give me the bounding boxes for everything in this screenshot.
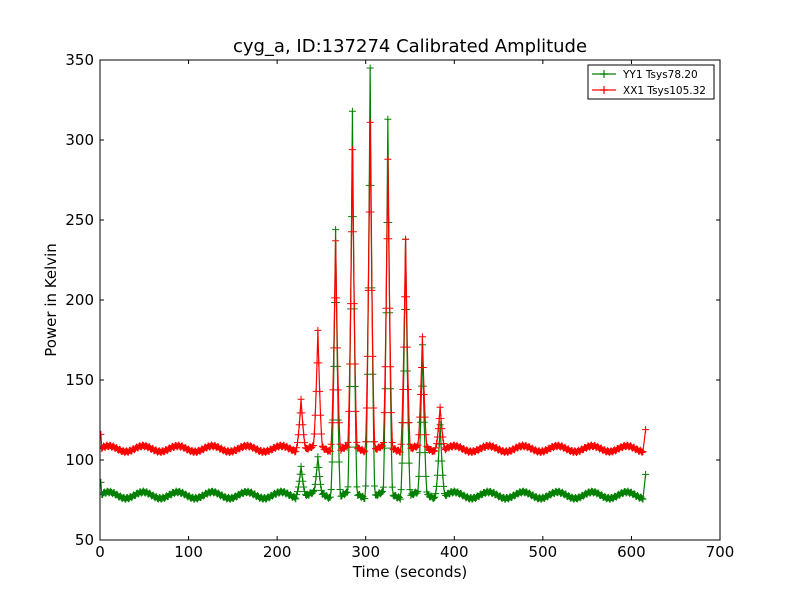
legend-entry-yy1: YY1 Tsys78.20 [592,69,698,81]
axes-layer: 0 100 200 300 400 500 600 700 50 100 150 200 250 300 3… [65,51,734,561]
series-xx1 [100,118,650,457]
y-tick-label: 100 [65,451,94,469]
chart-title: cyg_a, ID:137274 Calibrated Amplitude [233,36,587,57]
x-tick-label: 400 [440,543,469,561]
x-tick-label: 0 [95,543,105,561]
plot-area [100,60,720,540]
legend-marker-yy1 [600,70,608,78]
x-tick-label: 300 [351,543,380,561]
y-tick-label: 300 [65,131,94,149]
series-markers [100,118,650,457]
y-tick-label: 350 [65,51,94,69]
legend: YY1 Tsys78.20 XX1 Tsys105.32 [587,64,715,100]
x-tick-label: 500 [529,543,558,561]
x-tick-label: 200 [263,543,292,561]
y-axis-title: Power in Kelvin [42,243,60,357]
x-axis-title: Time (seconds) [352,563,468,581]
y-tick-label: 200 [65,291,94,309]
plot-frame [99,59,721,541]
x-tick-label: 100 [174,543,203,561]
legend-label-yy1: YY1 Tsys78.20 [622,69,698,81]
series-markers [100,64,650,503]
series-layer [100,64,650,503]
x-tick-label: 700 [706,543,735,561]
y-tick-label: 50 [75,531,94,549]
legend-entry-xx1: XX1 Tsys105.32 [592,85,706,97]
y-tick-label: 150 [65,371,94,389]
legend-label-xx1: XX1 Tsys105.32 [623,85,706,97]
y-tick-label: 250 [65,211,94,229]
legend-marker-xx1 [600,86,608,94]
legend-box [587,64,715,100]
x-tick-label: 600 [617,543,646,561]
